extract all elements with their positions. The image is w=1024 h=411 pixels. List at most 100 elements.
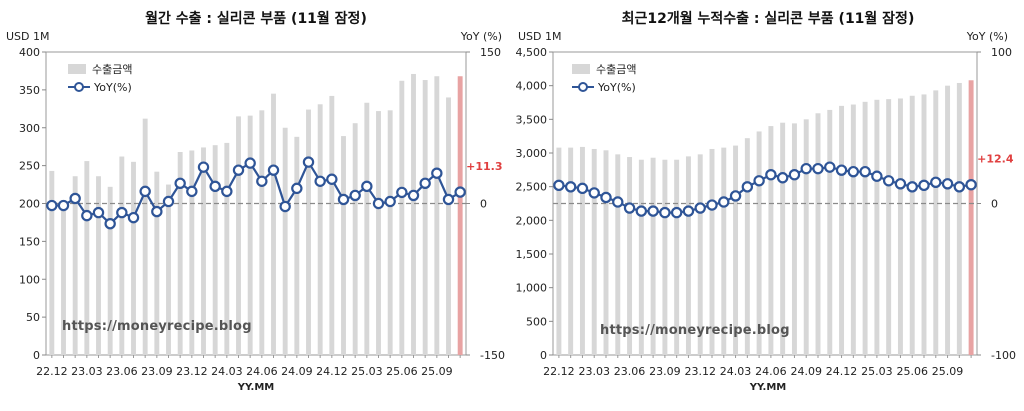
yoy-point	[800, 162, 812, 175]
legend: 수출금액 YoY(%)	[68, 60, 132, 96]
bar	[874, 99, 880, 355]
legend-label: 수출금액	[596, 63, 637, 76]
bar	[212, 145, 218, 355]
bar	[201, 147, 206, 355]
bar	[399, 80, 405, 355]
legend-item-line: YoY(%)	[68, 78, 132, 96]
x-tick-label: 22.12	[36, 365, 68, 378]
bar	[457, 76, 463, 356]
y-tick-label: 400	[19, 46, 40, 59]
x-tick-label: 25.09	[932, 365, 964, 378]
bar	[662, 159, 668, 355]
yoy-point	[670, 206, 683, 219]
y-tick-label: 3,000	[516, 147, 548, 160]
bar	[107, 186, 113, 355]
yoy-point	[682, 205, 695, 217]
y-tick-label: 350	[19, 84, 40, 97]
yoy-point	[753, 175, 765, 187]
yoy-point	[600, 191, 612, 204]
y2-tick-label: 0	[480, 198, 487, 211]
bar	[259, 110, 265, 355]
yoy-point	[553, 179, 565, 192]
y2-tick-label: -100	[991, 349, 1016, 362]
x-tick-label: 24.12	[316, 365, 348, 378]
y-tick-label: 1,000	[516, 282, 548, 295]
yoy-point	[812, 162, 824, 175]
bar	[956, 82, 962, 356]
x-axis-title: YY.MM	[237, 382, 275, 393]
bar	[142, 118, 148, 355]
yoy-point	[151, 205, 163, 218]
y-axis-unit-left: USD 1M	[518, 30, 562, 43]
yoy-point	[267, 164, 280, 176]
y-tick-label: 2,000	[516, 214, 548, 227]
y-axis-unit-right: YoY (%)	[966, 30, 1008, 43]
yoy-point	[256, 175, 268, 187]
bar	[968, 80, 974, 355]
yoy-point	[232, 164, 245, 176]
bar	[933, 90, 939, 355]
x-tick-label: 24.09	[790, 365, 822, 378]
yoy-point	[326, 173, 338, 185]
yoy-point	[396, 186, 408, 199]
yoy-point	[139, 185, 151, 198]
bar	[685, 156, 691, 355]
bar	[61, 203, 66, 355]
yoy-point	[337, 193, 350, 206]
bar	[387, 110, 393, 355]
yoy-point	[918, 179, 930, 192]
bar	[189, 150, 195, 355]
x-tick-label: 24.12	[826, 365, 858, 378]
y-tick-label: 200	[19, 198, 40, 211]
bar	[603, 150, 609, 355]
bar	[627, 157, 633, 355]
chart-title: 최근12개월 누적수출 : 실리콘 부품 (11월 잠정)	[621, 11, 915, 27]
last-value-label: +11.3	[466, 160, 502, 173]
bar	[897, 98, 903, 356]
yoy-point	[718, 196, 730, 208]
y-tick-label: 500	[526, 315, 547, 328]
bar	[827, 109, 833, 355]
yoy-point	[81, 209, 93, 222]
bar	[579, 146, 585, 355]
yoy-point	[162, 195, 175, 208]
yoy-point	[576, 182, 589, 195]
legend-swatch-line	[68, 82, 90, 92]
yoy-point	[930, 176, 942, 188]
bar	[733, 145, 739, 355]
yoy-point	[407, 189, 420, 202]
bar	[815, 113, 821, 355]
yoy-point	[635, 205, 648, 217]
bar	[317, 104, 323, 355]
bar	[247, 115, 253, 355]
x-tick-label: 22.12	[543, 365, 575, 378]
yoy-point	[564, 181, 577, 193]
x-tick-label: 23.09	[141, 365, 173, 378]
y-tick-label: 1,500	[516, 248, 548, 261]
yoy-point	[965, 179, 977, 191]
yoy-point	[361, 180, 373, 193]
yoy-point	[454, 186, 466, 198]
yoy-point	[941, 178, 954, 190]
yoy-point	[894, 178, 907, 190]
bar	[282, 127, 288, 355]
yoy-point	[871, 170, 883, 182]
bar	[721, 147, 727, 355]
bar	[224, 142, 230, 355]
yoy-point	[244, 157, 256, 169]
yoy-point	[659, 206, 671, 219]
bar	[674, 159, 680, 355]
legend-label: 수출금액	[92, 63, 133, 76]
bar	[921, 94, 927, 356]
yoy-point	[847, 165, 860, 178]
y-tick-label: 0	[540, 349, 547, 362]
y2-tick-label: -150	[480, 349, 505, 362]
x-axis-title: YY.MM	[749, 382, 787, 393]
x-tick-label: 23.03	[578, 365, 610, 378]
bar	[84, 161, 90, 355]
bar	[306, 109, 311, 355]
yoy-point	[776, 172, 789, 184]
yoy-point	[442, 193, 455, 206]
bar	[591, 148, 597, 355]
bar	[697, 154, 703, 355]
